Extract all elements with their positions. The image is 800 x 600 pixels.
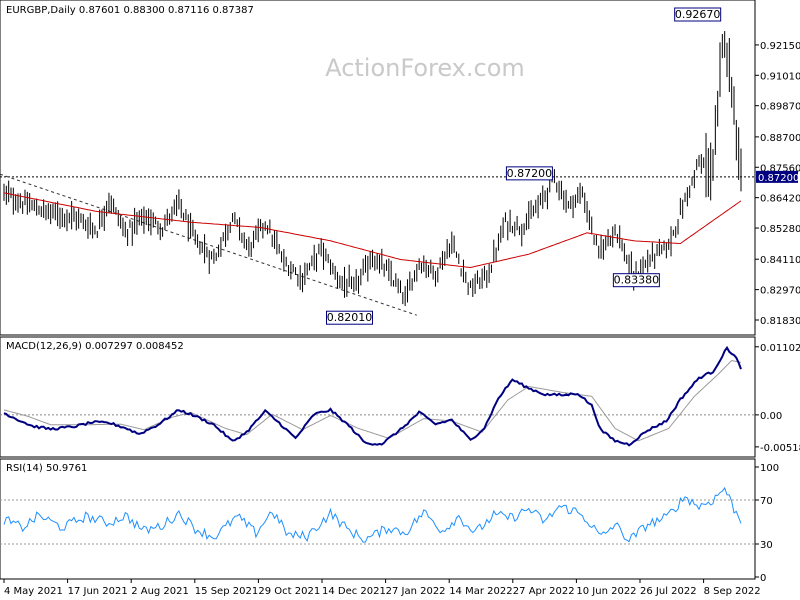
level-callout-text: 0.83380: [614, 274, 660, 287]
x-tick-label: 17 Jun 2021: [68, 586, 128, 597]
macd-title: MACD(12,26,9) 0.007297 0.008452: [6, 341, 184, 352]
x-tick-label: 8 Sep 2022: [704, 586, 761, 597]
y-tick-label: 0.92150: [760, 41, 800, 52]
rsi-plot: [0, 486, 755, 545]
x-tick-label: 27 Jan 2022: [386, 586, 446, 597]
x-tick-label: 10 Jun 2022: [576, 586, 636, 597]
rsi-y-tick-label: 70: [760, 496, 773, 507]
current-price-box: [756, 170, 798, 183]
level-callout-text: 0.87200: [507, 167, 553, 180]
level-callout-text: 0.82010: [327, 311, 373, 324]
current-price-label: 0.87200: [758, 173, 799, 184]
rsi-line: [3, 486, 742, 543]
symbol-label: EURGBP,Daily: [6, 5, 76, 16]
macd-main-line: [3, 345, 742, 447]
macd-panel: [0, 336, 756, 458]
axes: 0.92150 0.91010 0.89870 0.88700 0.87560 0.864…: [3, 41, 800, 597]
level-callout: 0.92670: [674, 7, 722, 22]
x-tick-label: 2 Aug 2021: [131, 586, 189, 597]
macd-plot: [0, 345, 755, 447]
x-tick-label: 26 Jul 2022: [640, 586, 697, 597]
x-tick-label: 4 May 2021: [4, 586, 63, 597]
rsi-panel: [0, 458, 756, 580]
rsi-y-tick-label: 0: [760, 573, 766, 584]
macd-y-tick-label: 0.00: [760, 411, 782, 422]
moving-average-line: [3, 192, 742, 269]
watermark: ActionForex.com: [325, 54, 525, 82]
macd-y-tick-label: -0.005182: [760, 443, 800, 454]
x-tick-label: 15 Sep 2021: [195, 586, 258, 597]
y-tick-label: 0.85280: [760, 224, 800, 235]
level-callout: 0.82010: [326, 310, 373, 325]
y-tick-label: 0.84110: [760, 255, 800, 266]
price-plot: 0.92670 0.87200 0.83380 0.82010: [0, 7, 755, 325]
macd-signal-line: [3, 359, 742, 442]
rsi-y-tick-label: 30: [760, 540, 773, 551]
level-callout-text: 0.92670: [675, 8, 721, 21]
level-callout: 0.83380: [612, 273, 660, 288]
x-tick-label: 29 Oct 2021: [258, 586, 320, 597]
y-tick-label: 0.87560: [760, 163, 800, 174]
rsi-title: RSI(14) 50.9761: [6, 463, 87, 474]
price-title: EURGBP,Daily 0.87601 0.88300 0.87116 0.8…: [6, 5, 254, 16]
y-tick-label: 0.89870: [760, 102, 800, 113]
rsi-y-tick-label: 100: [760, 463, 779, 474]
y-tick-label: 0.82970: [760, 286, 800, 297]
y-tick-label: 0.81830: [760, 316, 800, 327]
level-callout: 0.87200: [505, 166, 553, 181]
y-tick-label: 0.88700: [760, 133, 800, 144]
x-tick-label: 14 Dec 2021: [322, 586, 386, 597]
macd-y-tick-label: 0.011023: [760, 343, 800, 354]
y-tick-label: 0.86420: [760, 194, 800, 205]
x-tick-label: 14 Mar 2022: [449, 586, 512, 597]
x-tick-label: 27 Apr 2022: [513, 586, 575, 597]
y-tick-label: 0.91010: [760, 71, 800, 82]
ohlc-values: 0.87601 0.88300 0.87116 0.87387: [79, 5, 254, 16]
